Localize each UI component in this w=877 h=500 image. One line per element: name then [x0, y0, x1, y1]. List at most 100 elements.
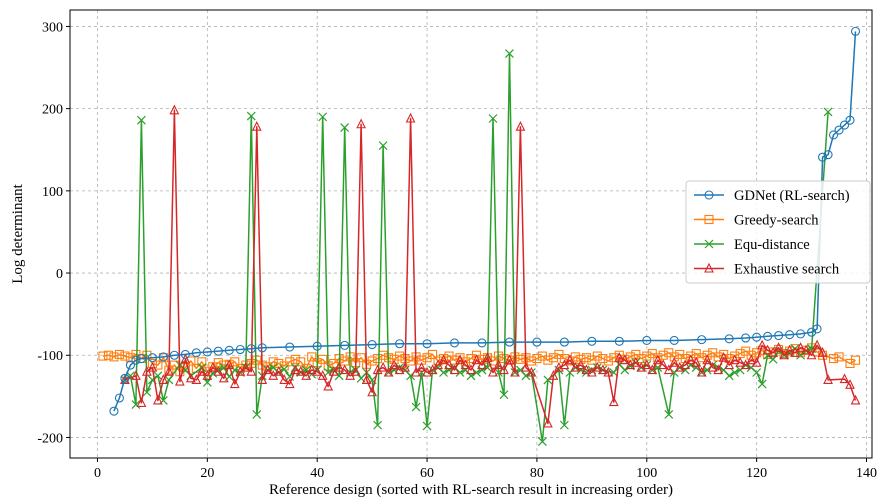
data-point	[356, 353, 366, 363]
data-point	[592, 351, 602, 361]
data-point	[153, 394, 163, 405]
data-point	[757, 379, 767, 389]
data-point	[526, 366, 537, 377]
data-point	[773, 342, 784, 352]
data-point	[296, 357, 306, 367]
data-point	[147, 361, 158, 372]
data-point	[136, 397, 147, 407]
data-point	[493, 359, 504, 370]
data-point	[477, 338, 487, 348]
data-point	[268, 357, 278, 367]
data-point	[460, 359, 471, 370]
data-point	[312, 365, 323, 376]
data-point	[812, 339, 822, 350]
data-point	[125, 360, 135, 370]
data-point	[669, 352, 679, 362]
axis-ticks: 0 20 40 60 80 100 120 140 -200 -100 0 100 200 300	[37, 20, 877, 481]
data-point	[433, 359, 443, 370]
data-point	[752, 332, 762, 342]
data-point	[109, 406, 119, 416]
data-point	[273, 365, 284, 376]
data-point	[395, 339, 405, 349]
data-point	[246, 344, 256, 354]
data-point	[246, 111, 256, 121]
data-point	[307, 352, 317, 362]
data-point	[466, 364, 476, 375]
data-point	[317, 370, 328, 380]
data-point	[340, 123, 350, 132]
data-point	[373, 420, 383, 430]
data-point	[817, 347, 828, 357]
data-point	[724, 371, 734, 381]
data-point	[845, 379, 855, 389]
data-point	[295, 365, 306, 376]
data-point	[669, 356, 680, 367]
legend-box	[685, 180, 871, 284]
data-point	[543, 417, 553, 428]
data-point	[801, 344, 811, 355]
data-point	[301, 370, 312, 380]
data-point	[252, 355, 262, 365]
data-point	[850, 355, 861, 365]
data-point	[455, 368, 465, 377]
legend: GDNet (RL-search) Greedy-search Equ-distan…	[685, 180, 871, 284]
data-point	[603, 366, 614, 377]
legend-item: GDNet (RL-search)	[694, 188, 850, 204]
data-point	[850, 394, 861, 405]
x-tick-label: 80	[530, 466, 544, 481]
data-point	[318, 112, 328, 122]
x-tick-label: 40	[310, 466, 324, 481]
data-point	[828, 130, 839, 140]
data-point	[630, 356, 641, 367]
data-point	[664, 410, 674, 419]
data-point	[587, 336, 597, 346]
data-point	[730, 368, 740, 377]
data-point	[823, 150, 833, 160]
data-point	[213, 365, 224, 376]
data-point	[620, 365, 630, 375]
x-tick-label: 120	[746, 466, 767, 481]
data-point	[219, 360, 229, 370]
data-point	[784, 344, 795, 355]
data-point	[285, 357, 295, 367]
data-point	[147, 353, 157, 363]
data-point	[614, 336, 624, 346]
data-point	[290, 354, 300, 364]
data-point	[839, 373, 850, 384]
data-point	[526, 356, 536, 366]
data-point	[762, 344, 773, 355]
data-point	[543, 355, 553, 365]
data-point	[724, 359, 735, 370]
data-point	[98, 351, 108, 361]
data-point	[131, 370, 141, 380]
data-point	[306, 364, 317, 375]
data-point	[614, 351, 625, 362]
data-point	[642, 335, 652, 346]
data-point	[751, 356, 762, 367]
data-point	[663, 364, 674, 375]
data-point	[845, 115, 855, 125]
data-point	[768, 347, 779, 357]
series-line-exhaustive-search	[124, 109, 857, 425]
data-point	[191, 374, 202, 384]
legend-label: GDNet (RL-search)	[734, 188, 850, 204]
data-point	[834, 352, 844, 362]
data-point	[603, 356, 613, 366]
data-point	[834, 125, 844, 135]
data-point	[505, 49, 514, 58]
y-tick-label: -200	[37, 431, 63, 446]
y-tick-label: -100	[37, 349, 63, 364]
data-point	[235, 344, 245, 355]
data-point	[405, 112, 416, 123]
x-tick-label: 60	[420, 466, 434, 481]
data-point	[510, 366, 520, 377]
data-point	[669, 335, 679, 346]
data-point	[340, 340, 350, 350]
data-point	[641, 359, 652, 370]
data-point	[224, 345, 234, 355]
data-point	[746, 354, 757, 365]
data-point	[724, 334, 734, 344]
data-point	[207, 361, 218, 372]
y-axis-label: Log determinant	[10, 183, 26, 283]
